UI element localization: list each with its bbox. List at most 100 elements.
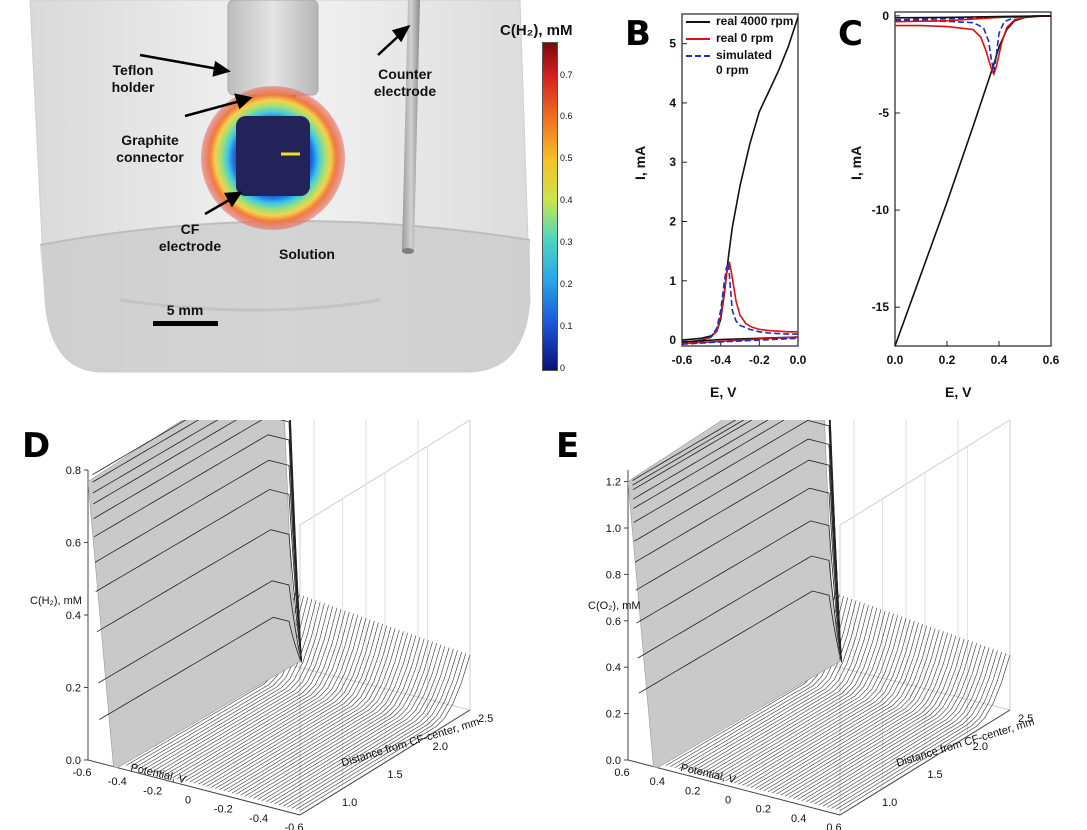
label-graphite-connector: Graphite connector [116,132,184,165]
panel-letter-c: C [838,14,863,54]
y-tick-label: 1.5 [927,769,942,781]
series-line [681,261,798,344]
surface-line [232,631,404,794]
surface-line [822,648,994,807]
x-tick-label: 0.2 [756,804,771,816]
x-tick-label: -0.4 [108,776,127,788]
surface-line [801,641,973,802]
colorbar-title: C(H₂), mM [500,22,573,39]
y-tick-label: 0 [669,333,676,347]
surface-line [839,654,1011,811]
surface-line [202,620,375,786]
colorbar [542,42,558,371]
z-tick-label: 0.6 [606,616,621,628]
surface-line [682,600,857,771]
panel-letter-b: B [625,14,651,54]
x-tick-label: -0.2 [749,353,770,367]
surface-line [176,612,350,780]
x-axis [627,759,841,816]
surface-contour [634,459,842,663]
surface-line [155,604,329,774]
surface-line [227,629,400,793]
x-tick-label: 0.6 [826,822,841,830]
y-tick-label: 2 [669,215,676,229]
surface-line [189,616,363,783]
series-line [681,337,799,345]
panel-letter-d: D [22,426,51,466]
surface-line [699,606,873,775]
x-tick-label: -0.6 [73,767,92,779]
x-tick-label: 0.6 [614,767,629,779]
y-tick-label: 2.5 [478,713,493,725]
label-teflon-holder: Teflon holder [111,62,155,95]
surface-line [716,612,890,780]
surface-line [712,610,886,778]
colorbar-tick-label: 0.7 [560,69,573,80]
surface-line [193,617,367,784]
surface-line [738,619,911,785]
x-tick-label: -0.2 [214,804,233,816]
x-tick-label: 0.0 [790,353,807,367]
surface-line [147,601,321,772]
surface-line [261,641,433,802]
y-tick-label: -5 [878,106,889,120]
x-tick-label: 0 [725,795,731,807]
x-axis [87,759,301,816]
surface-line [206,622,379,787]
y-tick-label: -10 [872,203,890,217]
y-tick-label: 2.5 [1018,713,1033,725]
surface-line [295,653,467,810]
colorbar-tick-label: 0.4 [560,195,573,206]
z-tick-label: 1.0 [606,523,621,535]
chart-e-zlabel: C(O₂), mM [588,600,641,612]
surface-line [818,647,990,806]
chart-d-zlabel: C(H₂), mM [30,595,82,607]
legend-item: real 0 rpm [686,31,793,46]
x-tick-label: 0.0 [887,353,904,367]
panel-a-illustration [29,0,531,373]
legend-label: real 4000 rpm [716,14,794,28]
surface-line [687,601,861,772]
surface-contour [96,529,302,663]
surface-line [278,647,450,806]
surface-line [725,615,898,782]
x-tick-label: -0.4 [249,813,268,825]
series-line [895,15,1051,77]
colorbar-tick-label: 0 [560,363,566,373]
chart-d-surface: 0.0 0.2 0.4 0.6 0.8 -0.6 -0.4 -0.2 0 -0.2 -0.4 -0.6… [66,420,493,830]
surface-contour [638,590,842,694]
z-tick-label: 0.0 [606,755,621,767]
series-line [894,15,1052,19]
surface-line [814,646,986,805]
surface-line [835,653,1007,810]
series-line [681,262,798,344]
surface-line [151,603,325,773]
surface-line [181,613,354,781]
y-tick-label: 3 [669,155,676,169]
z-tick-label: 0.0 [66,755,81,767]
chart-b-ylabel: I, mA [632,145,648,180]
chart-c: 0.0 0.2 0.4 0.6 0 -5 -10 -15 [872,9,1060,367]
surface-line [810,644,982,804]
x-tick-label: -0.6 [672,353,693,367]
x-tick-label: 0 [185,795,191,807]
surface-line [198,619,371,785]
x-tick-label: -0.2 [143,785,162,797]
surface-line [670,595,844,767]
surface-line [772,631,944,794]
surface-line [159,606,333,775]
surface-line [776,632,948,795]
x-tick-label: 0.4 [791,813,806,825]
surface-line [678,598,853,770]
y-tick-label: -15 [872,300,890,314]
surface-line [763,628,936,792]
legend-swatch [686,21,710,23]
surface-contour [637,555,842,663]
x-tick-label: 0.6 [1043,353,1060,367]
z-tick-label: 0.4 [606,662,621,674]
panel-letter-e: E [556,426,580,466]
surface-line [674,597,849,769]
y-axis [839,709,1011,816]
surface-contour [636,520,842,663]
label-solution: Solution [279,246,335,262]
